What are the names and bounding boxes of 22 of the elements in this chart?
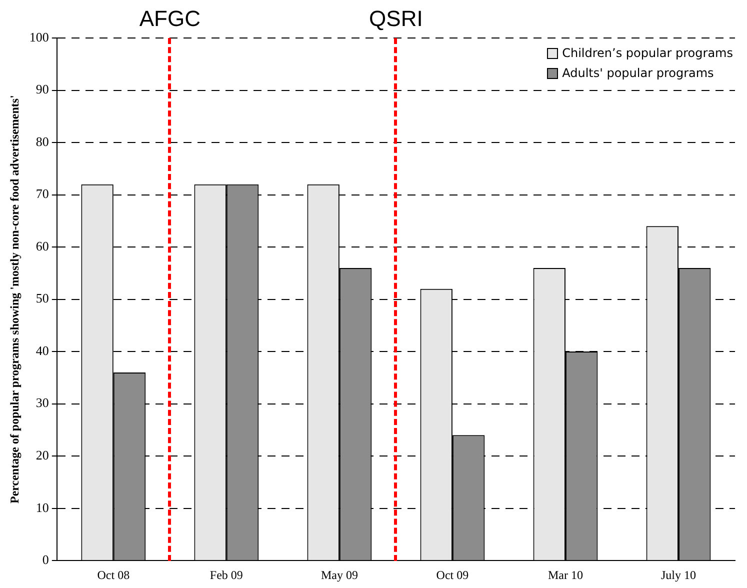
x-tick-label: Oct 09: [436, 568, 469, 582]
x-tick-label: Oct 08: [97, 568, 130, 582]
y-tick-label: 50: [36, 290, 49, 306]
y-tick-label: 60: [36, 238, 49, 254]
y-tick-label: 70: [36, 186, 49, 202]
y-tick-label: 10: [36, 500, 49, 515]
x-tick-label: May 09: [320, 568, 358, 582]
y-tick-label: 80: [36, 134, 49, 149]
y-axis-title: Percentage of popular programs showing 'mostly non-core food advertisements': [7, 95, 22, 504]
text: QSRI: [365, 6, 427, 32]
text: AFGC: [135, 6, 204, 32]
x-tick-label: Mar 10: [548, 568, 583, 582]
y-tick-label: 100: [29, 29, 49, 44]
x-tick-label: July 10: [660, 568, 696, 582]
y-tick-label: 30: [36, 395, 49, 410]
legend-label: Children’s popular programs: [562, 46, 733, 60]
y-tick-label: 0: [42, 552, 49, 568]
y-tick-label: 40: [36, 342, 49, 358]
y-tick-label: 90: [36, 82, 49, 97]
y-tick-label: 20: [36, 448, 49, 462]
x-tick-label: Feb 09: [210, 568, 243, 582]
legend-label: Adults' popular programs: [562, 66, 714, 80]
